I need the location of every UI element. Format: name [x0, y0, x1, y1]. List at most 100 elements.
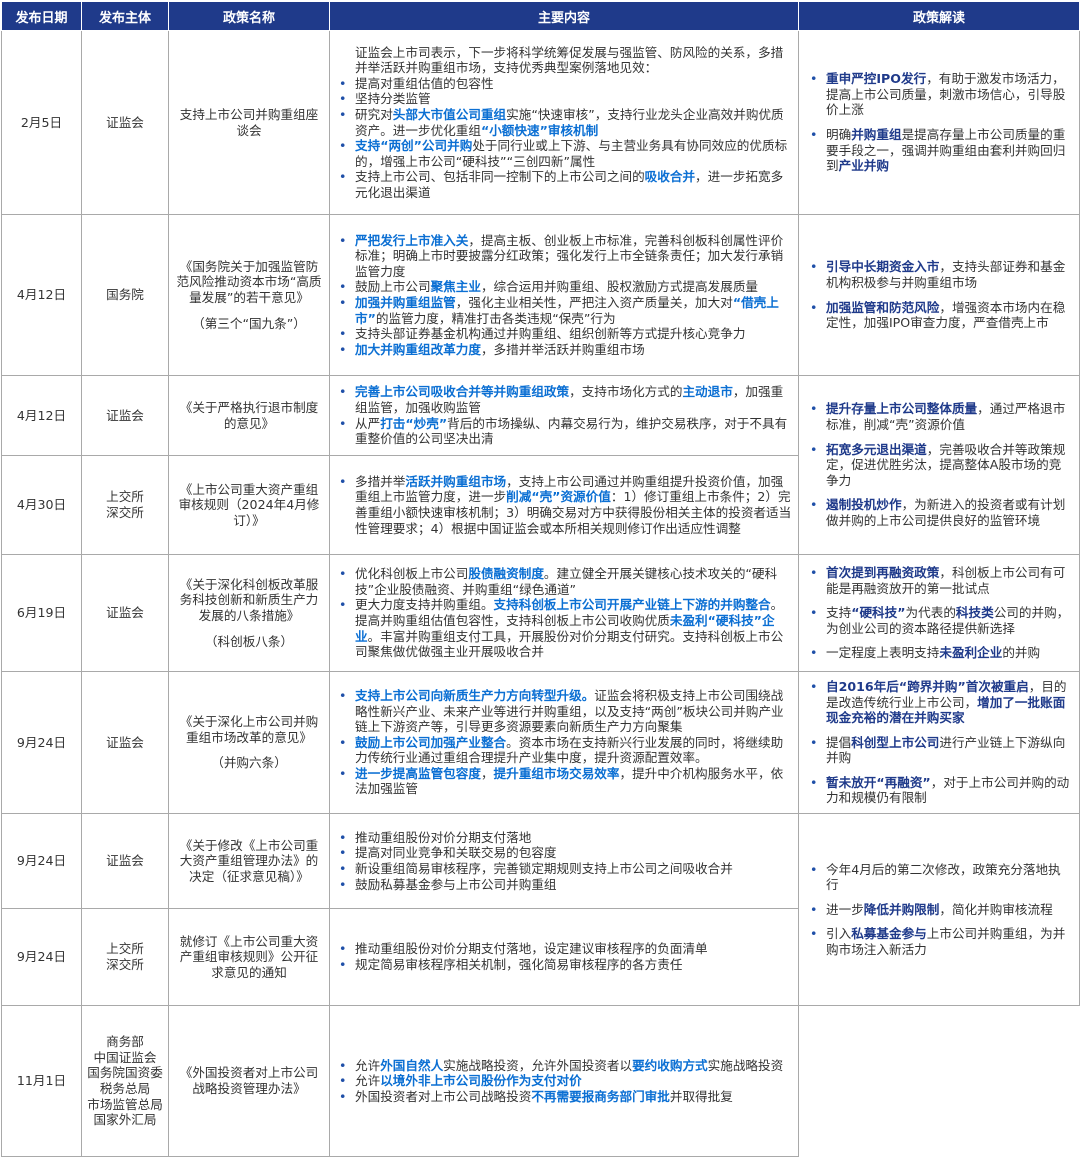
table-row: 4月12日 国务院 《国务院关于加强监管防范风险推动资本市场“高质量发展”的若干意见… — [1, 214, 1080, 376]
cell-main-content: 证监会上市司表示，下一步将科学统筹促发展与强监管、防风险的关系，多措并举活跃并购… — [329, 30, 799, 215]
text-segment: 公司的并购，为创业公司的资本路径提供新选择 — [826, 605, 1070, 636]
text-segment: 上市公司并购重组，为并购市场注入新活力 — [826, 926, 1066, 957]
content-intro: 证监会上市司表示，下一步将科学统筹促发展与强监管、防风险的关系，多措并举活跃并购… — [355, 44, 784, 76]
cell-policy-name: 《国务院关于加强监管防范风险推动资本市场“高质量发展”的若干意见》 （第三个“国九… — [168, 214, 330, 376]
table-header: 发布日期 发布主体 政策名称 主要内容 政策解读 — [1, 1, 1080, 31]
content-item: 严把发行上市准入关，提高主板、创业板上市标准，完善科创板科创属性评价标准；明确上… — [336, 233, 792, 280]
text-segment: ，综合运用并购重组、股权激励方式提高发展质量 — [480, 279, 758, 295]
issuer-line: 国务院国资委 — [87, 1065, 163, 1081]
content-item: 加强并购重组监管，强化主业相关性，严把注入资产质量关，加大对“借壳上市”的监管力… — [336, 295, 792, 326]
interpretation-item: 暂未放开“再融资”，对于上市公司并购的动力和规模仍有限制 — [807, 775, 1073, 806]
cell-policy-name: 《外国投资者对上市公司战略投资管理办法》 — [168, 1005, 330, 1157]
issuer-line: 证监会 — [106, 407, 144, 423]
table-row: 11月1日 商务部 中国证监会 国务院国资委 税务总局 市场监管总局 国家外汇局 《外国投资者… — [1, 1005, 1080, 1157]
text-segment: 为代表的 — [905, 605, 956, 621]
policy-name-line: 《关于深化科创板改革服务科技创新和新质生产力发展的八条措施》 — [179, 576, 319, 623]
highlight-text: 产业并购 — [838, 158, 889, 174]
content-item: 允许外国自然人实施战略投资，允许外国投资者以要约收购方式实施战略投资 — [336, 1058, 792, 1074]
text-segment: ，简化并购审核流程 — [939, 901, 1053, 917]
text-segment: 进一步 — [826, 901, 864, 917]
text-segment: ，通过严格退市标准，削减“壳”资源价值 — [826, 401, 1066, 433]
interpretation-item: 引导中长期资金入市，支持头部证券和基金机构积极参与并购重组市场 — [807, 259, 1073, 290]
text-segment: 规定简易审核程序相关机制，强化简易审核程序的各方责任 — [355, 957, 683, 972]
cell-main-content: 多措并举活跃并购重组市场，支持上市公司通过并购重组提升投资价值，加强重组上市监管… — [329, 455, 799, 555]
highlight-text: 加强监管和防范风险 — [826, 299, 940, 315]
policy-name-line: 《关于严格执行退市制度的意见》 — [179, 399, 319, 431]
text-segment: 处于同行业或上下游、与主营业务具有协同效应的优质标的，增强上市公司“硬科技”“三… — [355, 138, 788, 169]
cell-interpretation: 引导中长期资金入市，支持头部证券和基金机构积极参与并购重组市场加强监管和防范风险… — [798, 214, 1080, 376]
highlight-text: 严把发行上市准入关 — [355, 232, 469, 248]
interpretation-item: 拓宽多元退出渠道，完善吸收合并等政策规定，促进优胜劣汰，提高整体A股市场的竞争力 — [807, 442, 1073, 489]
header-interpretation: 政策解读 — [798, 1, 1080, 31]
text-segment: 实施战略投资 — [707, 1057, 784, 1073]
header-issuer: 发布主体 — [81, 1, 169, 31]
highlight-text: 削减“壳”资源价值 — [506, 489, 611, 505]
interpretation-item: 提升存量上市公司整体质量，通过严格退市标准，削减“壳”资源价值 — [807, 401, 1073, 432]
table-row: 9月24日上交所深交所就修订《上市公司重大资产重组审核规则》公开征求意见的通知推… — [1, 908, 1080, 1006]
text-segment: 支持 — [826, 605, 852, 621]
cell-interpretation: 重申严控IPO发行，有助于激发市场活力，提高上市公司质量，刺激市场信心，引导股价… — [798, 30, 1080, 215]
interpretation-list: 今年4月后的第二次修改，政策充分落地执行进一步降低并购限制，简化并购审核流程引入… — [807, 862, 1073, 958]
highlight-text: 鼓励上市公司加强产业整合 — [355, 734, 507, 750]
table-row: 4月30日上交所深交所《上市公司重大资产重组审核规则（2024年4月修订）》多措… — [1, 455, 1080, 555]
interpretation-item: 引入私募基金参与上市公司并购重组，为并购市场注入新活力 — [807, 926, 1073, 957]
content-list: 推动重组股份对价分期支付落地，设定建议审核程序的负面清单规定简易审核程序相关机制… — [336, 941, 792, 972]
highlight-text: “小额快速”审核机制 — [480, 122, 599, 138]
text-segment: 实施战略投资，允许外国投资者以 — [443, 1057, 633, 1073]
content-item: 支持头部证券基金机构通过并购重组、组织创新等方式提升核心竞争力 — [336, 326, 792, 342]
content-item: 从严打击“炒壳”背后的市场操纵、内幕交易行为，维护交易秩序，对于不具有重整价值的… — [336, 416, 792, 447]
issuer-line: 证监会 — [106, 853, 144, 869]
content-item: 多措并举活跃并购重组市场，支持上市公司通过并购重组提升投资价值，加强重组上市监管… — [336, 474, 792, 536]
text-segment: ，提高主板、创业板上市标准，完善科创板科创属性评价标准；明确上市时要披露分红政策… — [355, 232, 784, 279]
issuer-line: 国家外汇局 — [93, 1112, 157, 1128]
text-segment: ，有助于激发市场活力，提高上市公司质量，刺激市场信心，引导股价上涨 — [826, 71, 1066, 118]
text-segment: 提高对重组估值的包容性 — [355, 75, 494, 91]
highlight-text: 要约收购方式 — [632, 1057, 708, 1073]
content-list: 推动重组股份对价分期支付落地提高对同业竞争和关联交易的包容度新设重组简易审核程序… — [336, 830, 792, 892]
highlight-text: 提升重组市场交易效率 — [493, 765, 620, 781]
issuer-line: 深交所 — [106, 957, 144, 972]
content-item: 规定简易审核程序相关机制，强化简易审核程序的各方责任 — [336, 957, 792, 973]
interpretation-item: 提倡科创型上市公司进行产业链上下游纵向并购 — [807, 735, 1073, 766]
text-segment: 引入 — [826, 926, 852, 942]
cell-issuer: 上交所 深交所 — [81, 455, 169, 555]
content-list: 严把发行上市准入关，提高主板、创业板上市标准，完善科创板科创属性评价标准；明确上… — [336, 233, 792, 358]
cell-policy-name: 支持上市公司并购重组座谈会 — [168, 30, 330, 215]
content-item: 进一步提高监管包容度，提升重组市场交易效率，提升中介机构服务水平，依法加强监管 — [336, 766, 792, 797]
text-segment: ，科创板上市公司有可能是再融资放开的第一批试点 — [826, 565, 1066, 596]
text-segment: 背后的市场操纵、内幕交易行为，维护交易秩序，对于不具有重整价值的公司坚决出清 — [355, 415, 788, 447]
header-policy-name: 政策名称 — [168, 1, 330, 31]
text-segment: 允许 — [355, 1057, 381, 1073]
content-list: 多措并举活跃并购重组市场，支持上市公司通过并购重组提升投资价值，加强重组上市监管… — [336, 474, 792, 536]
text-segment: 外国投资者对上市公司战略投资 — [355, 1088, 532, 1104]
policy-name-line: 《外国投资者对上市公司战略投资管理办法》 — [179, 1065, 319, 1096]
text-segment: ，完善吸收合并等政策规定，促进优胜劣汰，提高整体A股市场的竞争力 — [826, 441, 1066, 488]
cell-issuer: 证监会 — [81, 30, 169, 215]
issuer-line: 上交所 — [106, 489, 144, 505]
cell-date: 9月24日 — [1, 671, 82, 814]
highlight-text: 未盈利“硬科技”企业 — [355, 613, 775, 644]
issuer-line: 上交所 — [106, 941, 144, 957]
text-segment: 坚持分类监管 — [355, 91, 431, 107]
highlight-text: 主动退市 — [682, 384, 733, 400]
cell-interpretation: 首次提到再融资政策，科创板上市公司有可能是再融资放开的第一批试点支持“硬科技”为… — [798, 554, 1080, 672]
cell-interpretation: 提升存量上市公司整体质量，通过严格退市标准，削减“壳”资源价值拓宽多元退出渠道，… — [798, 375, 1080, 555]
interpretation-item: 加强监管和防范风险，增强资本市场内在稳定性，加强IPO审查力度，严查借壳上市 — [807, 300, 1073, 331]
header-row: 发布日期 发布主体 政策名称 主要内容 政策解读 — [1, 1, 1080, 31]
highlight-text: 暂未放开“再融资” — [826, 774, 931, 790]
highlight-text: “硬科技” — [851, 605, 906, 621]
text-segment: 推动重组股份对价分期支付落地 — [355, 829, 532, 845]
content-item: 更大力度支持并购重组。支持科创板上市公司开展产业链上下游的并购整合。提高并购重组… — [336, 597, 792, 659]
text-segment: 支持上市公司、包括非同一控制下的上市公司之间的 — [355, 169, 645, 185]
highlight-text: 自2016年后“跨界并购”首次被重启 — [826, 678, 1029, 694]
text-segment: 多措并举 — [355, 473, 406, 489]
cell-issuer: 国务院 — [81, 214, 169, 376]
cell-issuer: 证监会 — [81, 813, 169, 909]
cell-policy-name: 《关于严格执行退市制度的意见》 — [168, 375, 330, 456]
text-segment: ，支持头部证券和基金机构积极参与并购重组市场 — [826, 259, 1066, 290]
content-item: 鼓励上市公司加强产业整合。资本市场在支持新兴行业发展的同时，将继续助力传统行业通… — [336, 735, 792, 766]
highlight-text: 并购重组 — [851, 127, 902, 142]
highlight-text: 拓宽多元退出渠道 — [826, 441, 927, 457]
highlight-text: 活跃并购重组市场 — [405, 473, 507, 489]
